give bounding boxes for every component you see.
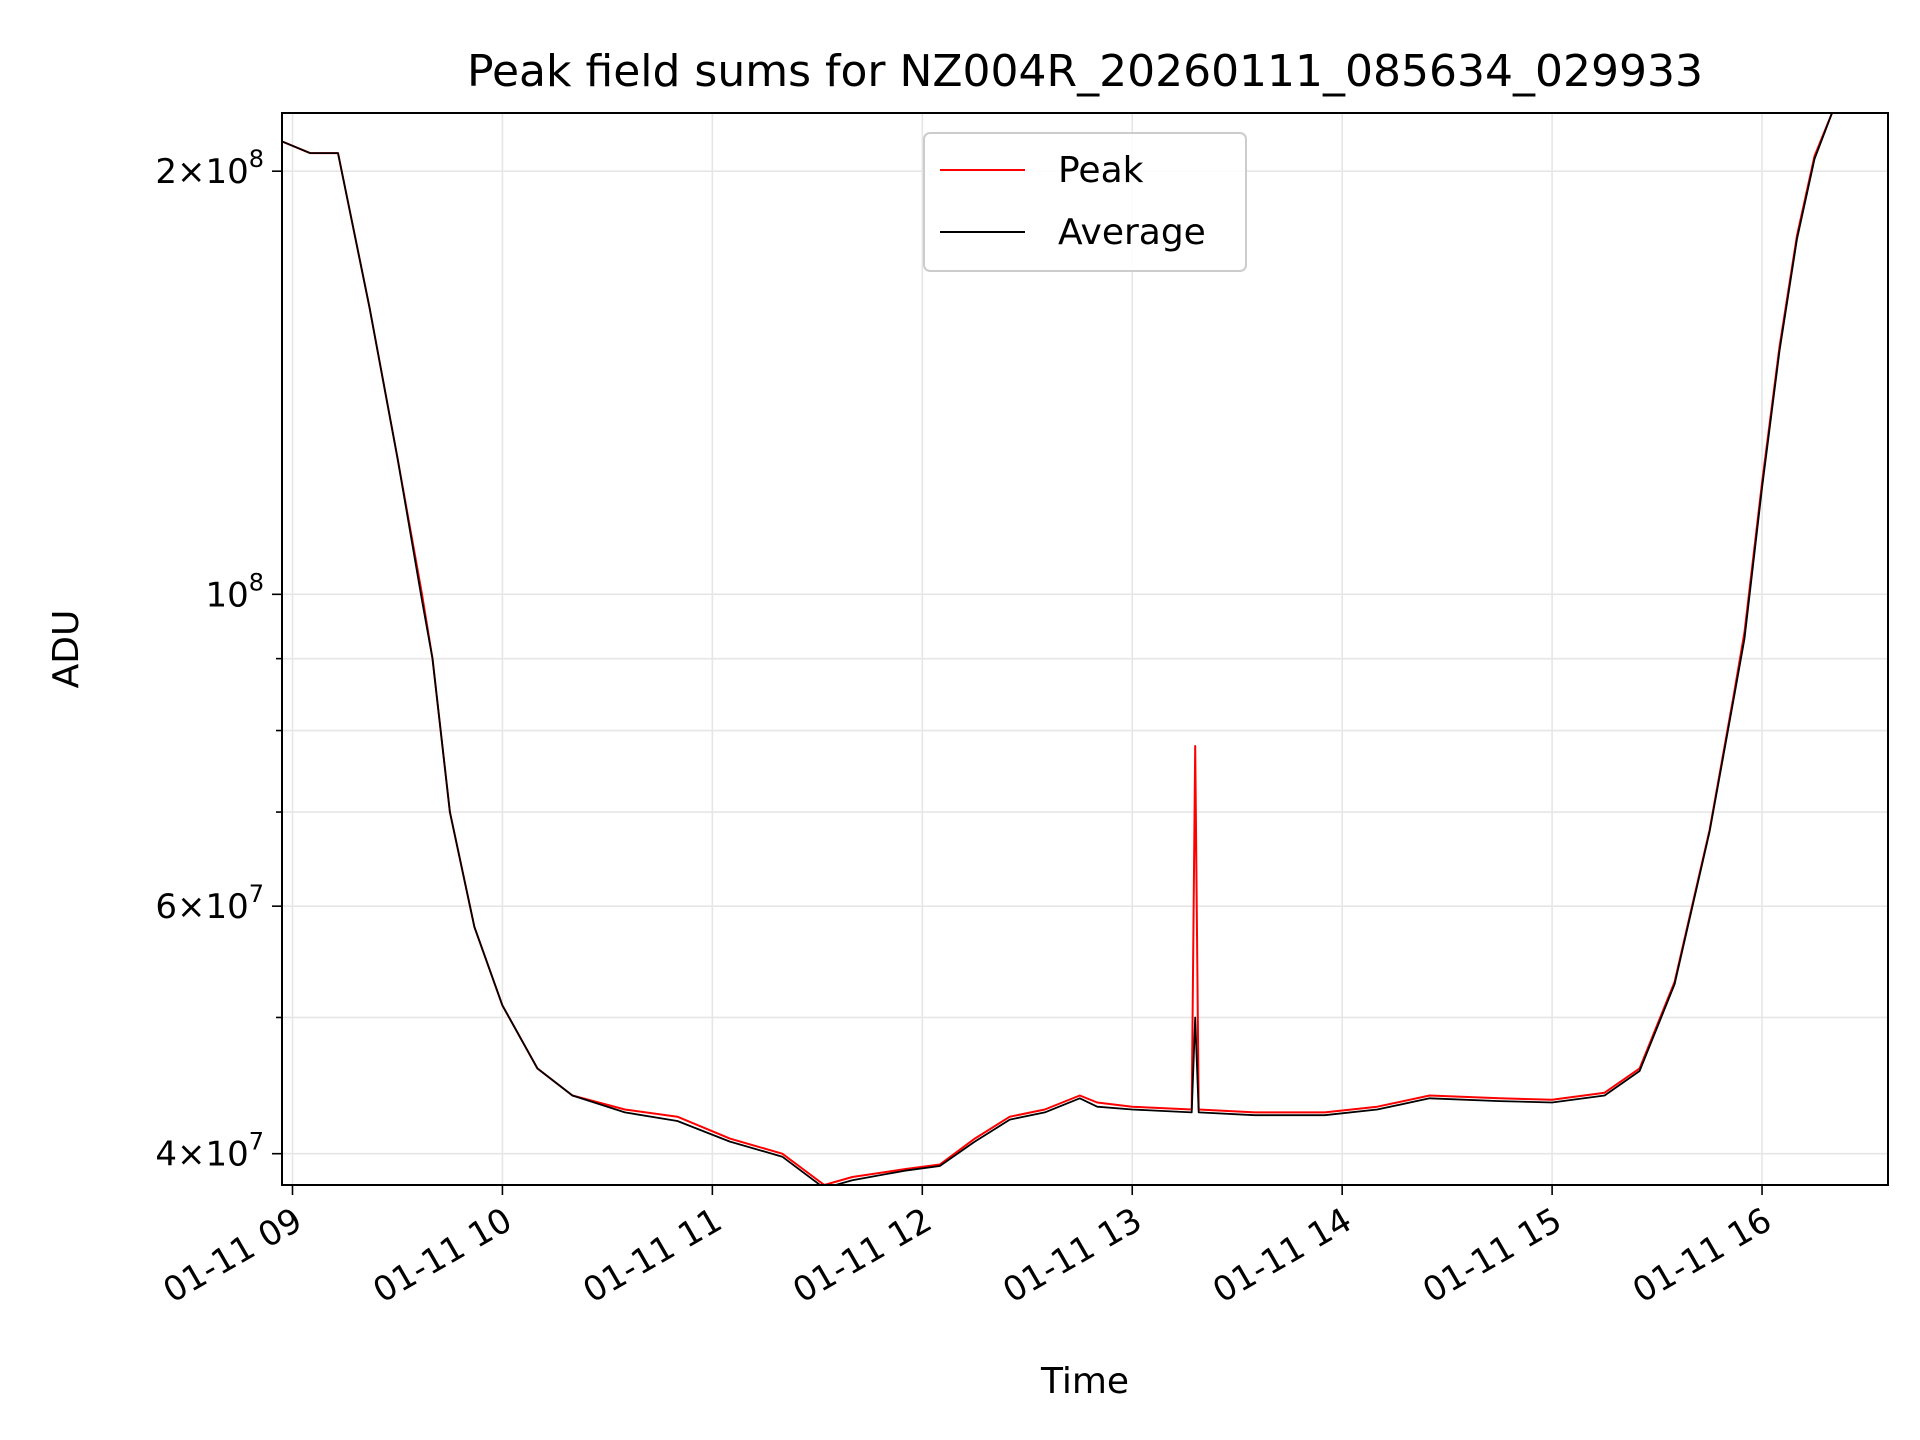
legend-box [923, 132, 1247, 272]
chart-title: Peak field sums for NZ004R_20260111_0856… [467, 46, 1703, 97]
y-tick-label: 4×107 [155, 1128, 264, 1175]
x-axis-label: Time [1040, 1361, 1129, 1402]
y-tick-label: 6×107 [155, 880, 264, 927]
y-tick-label: 108 [205, 568, 264, 615]
legend-label-average: Average [1058, 212, 1206, 253]
plot-area [282, 113, 1833, 1185]
legend-label-peak: Peak [1058, 150, 1144, 191]
plot-frame [281, 112, 1889, 1186]
legend: Peak Average [923, 132, 1247, 272]
y-axis-label: ADU [46, 610, 87, 689]
grid [282, 113, 1888, 1185]
y-tick-label: 2×108 [155, 145, 264, 192]
y-axis: 4×107 6×107 108 2×108 [155, 145, 282, 1175]
series-line-average [282, 113, 1833, 1185]
